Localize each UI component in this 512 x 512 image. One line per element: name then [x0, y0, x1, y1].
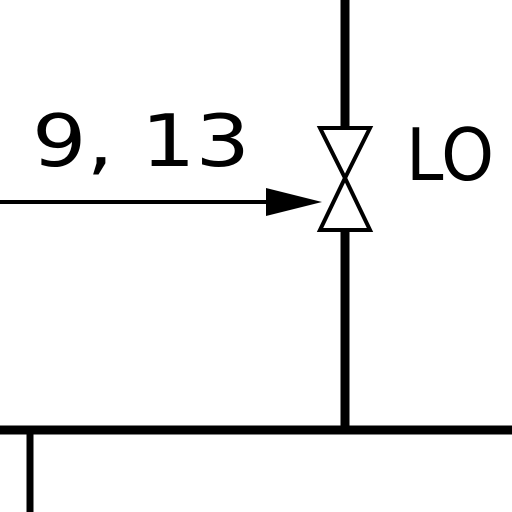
- valve-tag-label: LO: [406, 113, 494, 197]
- valve-lower-triangle: [316, 173, 374, 232]
- callout-label: 9, 13: [32, 99, 250, 183]
- gate-valve-icon: [316, 126, 374, 232]
- valve-upper-triangle: [316, 126, 374, 183]
- arrow-head-icon: [266, 188, 322, 216]
